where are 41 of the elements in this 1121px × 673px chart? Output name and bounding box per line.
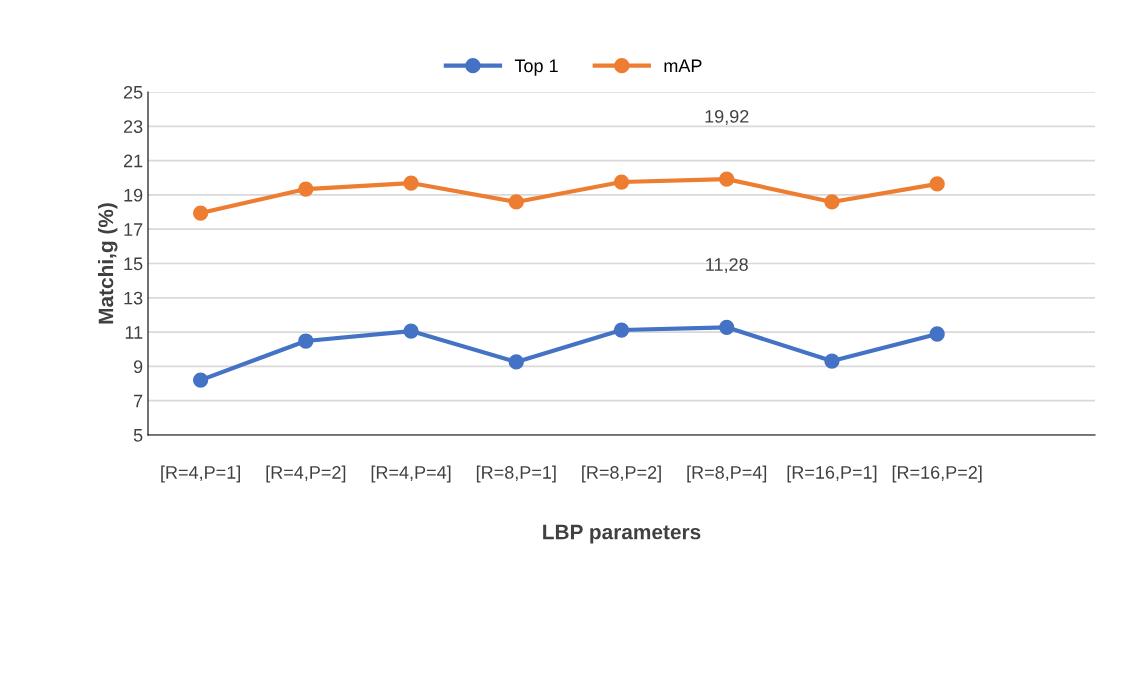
legend-label: mAP (664, 59, 702, 72)
y-tick-label: 15 (124, 257, 143, 271)
y-tick-label: 19 (124, 188, 143, 202)
point (824, 194, 840, 210)
data-label: 11,28 (706, 258, 748, 274)
legend-label: Top 1 (514, 59, 558, 76)
point (719, 319, 735, 335)
point (403, 323, 419, 339)
y-tick-label: 5 (133, 429, 143, 442)
y-tick-label: 9 (133, 360, 143, 374)
x-tick-label: [R=4,P=4] (371, 465, 451, 483)
point (719, 171, 735, 187)
point (192, 205, 209, 221)
point (613, 322, 630, 338)
point (192, 372, 209, 388)
x-tick-label: [R=8,P=1] (476, 465, 556, 483)
x-tick-label: [R=16,P=1] (787, 465, 877, 483)
y-tick-label: 25 (123, 85, 143, 99)
y-tick-label: 21 (123, 154, 143, 168)
point (508, 354, 524, 370)
point (298, 333, 314, 349)
y-tick-label: 13 (124, 291, 143, 305)
y-tick-label: 17 (124, 223, 143, 236)
x-tick-label: [R=4,P=2] (266, 465, 346, 483)
point (929, 326, 945, 342)
data-label: 19,92 (705, 109, 749, 125)
point (403, 175, 419, 191)
point (613, 174, 630, 190)
point (298, 181, 314, 197)
x-tick-label: [R=8,P=2] (582, 465, 661, 483)
point (824, 353, 840, 369)
x-tick-label: [R=16,P=2] (892, 465, 982, 483)
point (508, 194, 524, 210)
y-tick-label: 7 (134, 394, 143, 408)
y-tick-label: 23 (123, 120, 143, 134)
y-tick-label: 11 (125, 326, 143, 339)
x-tick-label: [R=4,P=1] (161, 465, 240, 483)
y-axis-title: Matchi,g (%) (97, 203, 118, 324)
x-tick-label: [R=8,P=4] (687, 465, 767, 483)
point (929, 176, 945, 192)
x-axis-title: LBP parameters (543, 524, 701, 544)
